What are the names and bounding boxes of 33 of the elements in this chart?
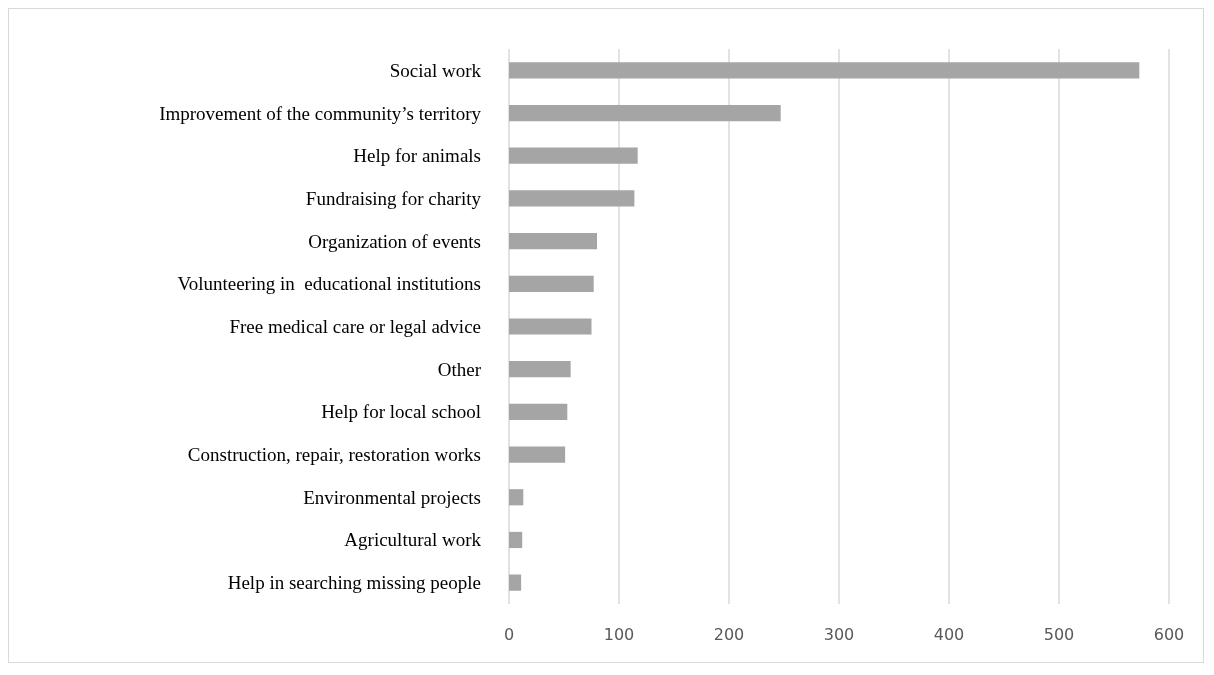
x-tick-label: 200 — [713, 624, 745, 644]
bar — [509, 233, 597, 250]
y-tick-label: Help for local school — [321, 401, 481, 423]
y-tick-label: Fundraising for charity — [305, 187, 482, 209]
x-tick-label: 0 — [503, 624, 515, 644]
y-tick-label: Agricultural work — [344, 529, 482, 551]
bar — [509, 489, 524, 506]
y-tick-label: Help in searching missing people — [227, 572, 481, 594]
bar — [509, 574, 522, 591]
y-tick-label: Environmental projects — [303, 486, 481, 508]
bar — [509, 275, 594, 292]
x-tick-label: 300 — [823, 624, 855, 644]
bar — [509, 104, 781, 122]
y-tick-label: Help for animals — [353, 145, 481, 167]
y-tick-label: Improvement of the community’s territory — [159, 102, 482, 124]
y-tick-label: Social work — [389, 59, 482, 81]
y-tick-label: Volunteering in educational institutions — [177, 273, 481, 295]
bar — [509, 62, 1140, 79]
bar — [509, 190, 635, 207]
bar — [509, 531, 523, 549]
x-tick-label: 100 — [603, 624, 635, 644]
y-tick-label: Free medical care or legal advice — [229, 316, 481, 337]
x-tick-label: 500 — [1043, 624, 1075, 644]
bar — [509, 361, 571, 378]
bar — [509, 318, 592, 335]
y-tick-label: Organization of events — [308, 230, 481, 252]
bar — [509, 446, 566, 463]
x-tick-label: 400 — [933, 624, 965, 644]
bar — [509, 403, 568, 420]
y-tick-label: Construction, repair, restoration works — [187, 444, 481, 466]
y-tick-label: Other — [437, 358, 482, 380]
x-tick-label: 600 — [1153, 624, 1185, 644]
bar — [509, 147, 638, 164]
